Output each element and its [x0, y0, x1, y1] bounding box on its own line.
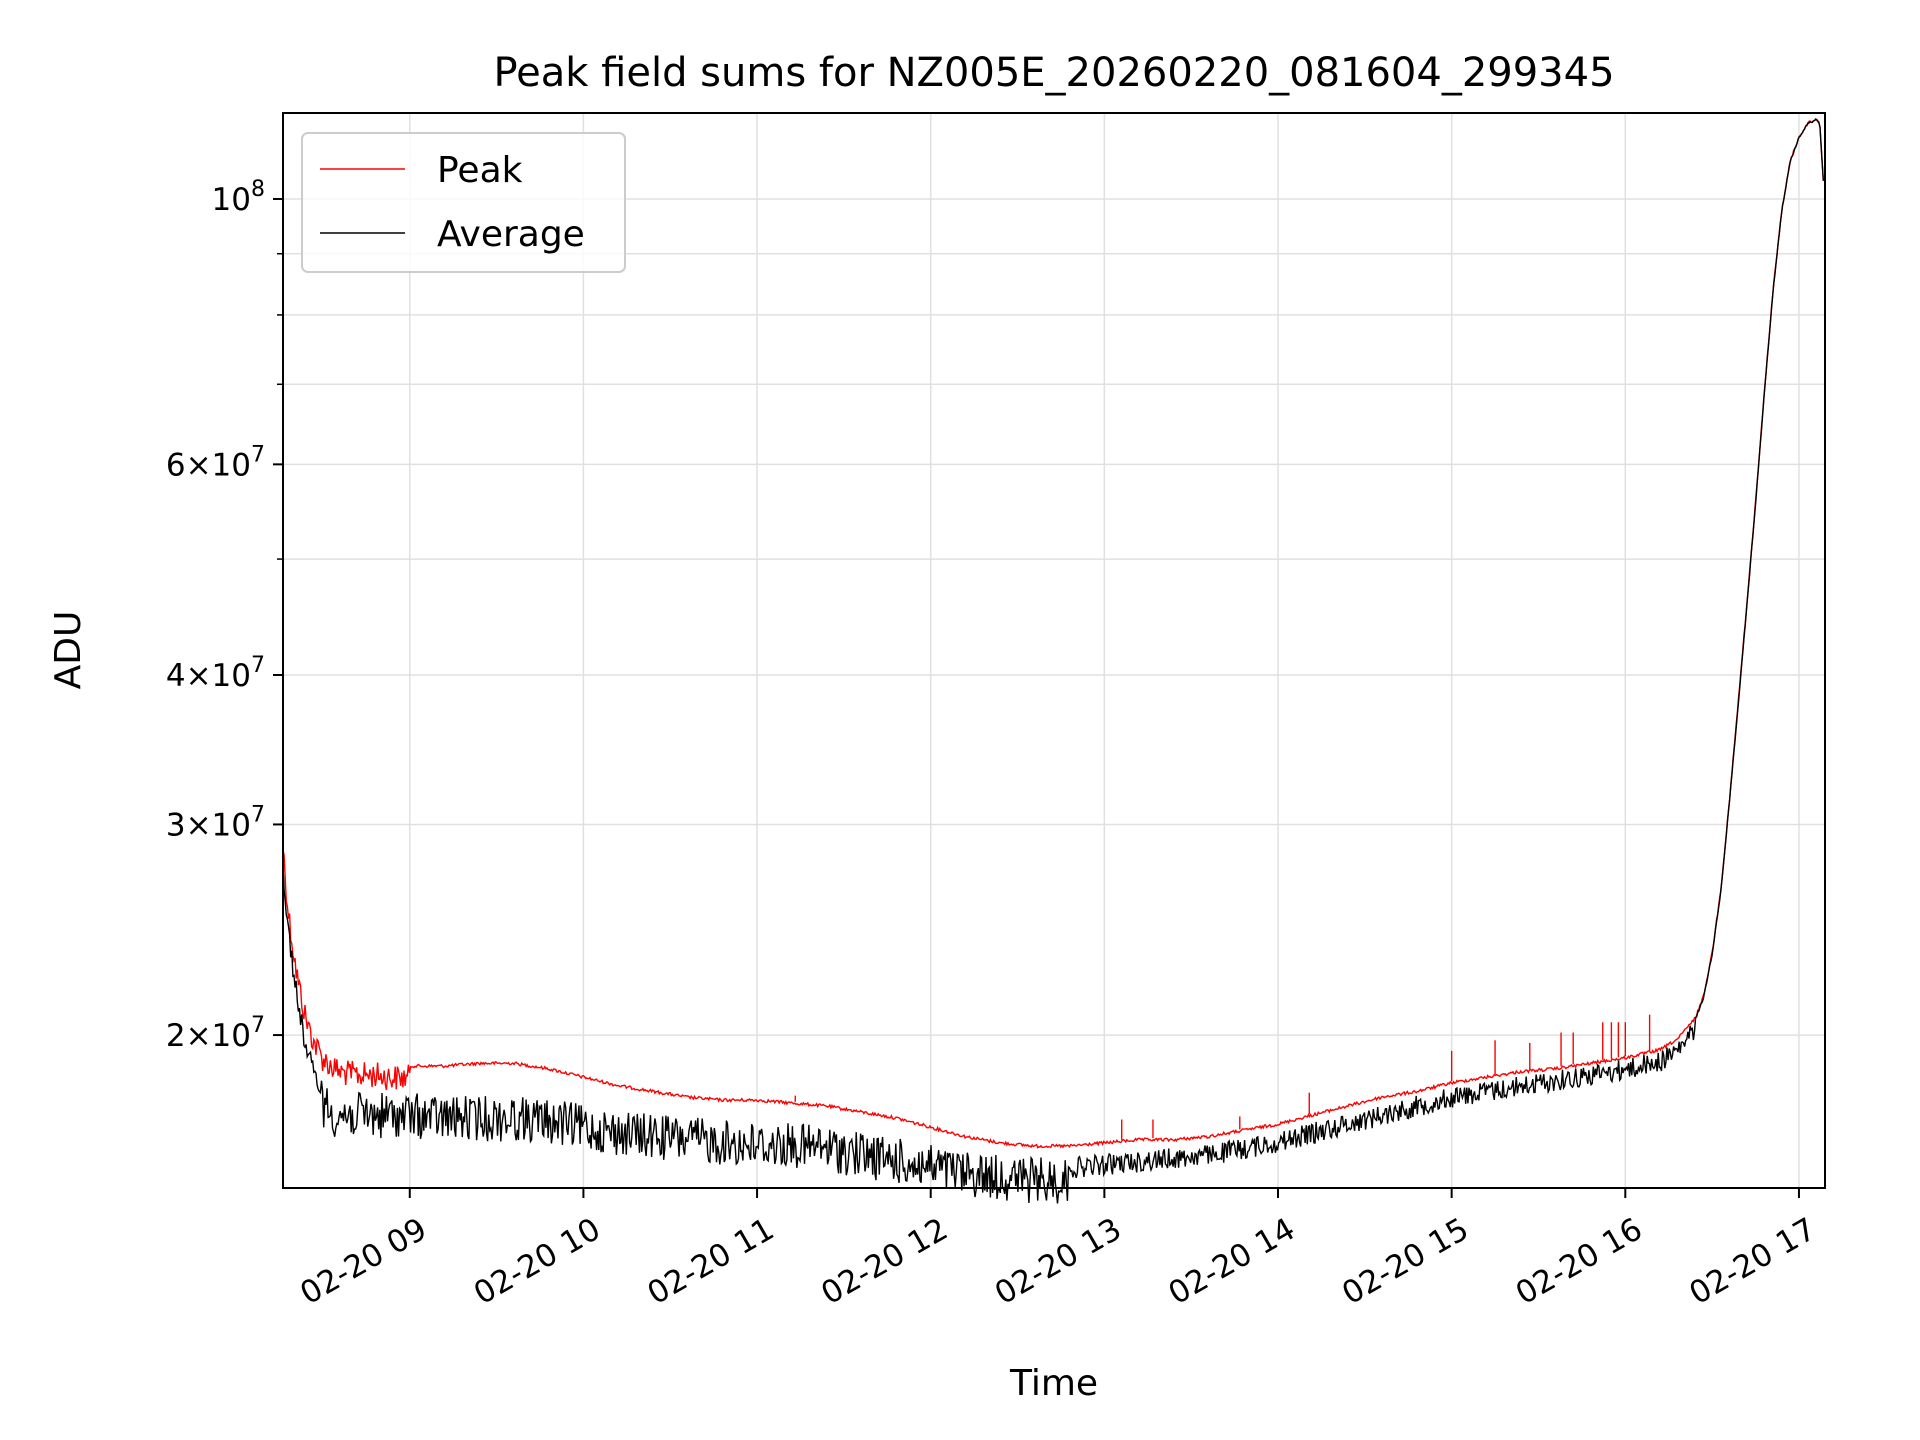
- y-tick-exponent: 7: [251, 802, 265, 827]
- y-tick-times: ×: [186, 1018, 212, 1054]
- plot-frame: [282, 112, 1826, 1189]
- chart-title: Peak field sums for NZ005E_20260220_0816…: [493, 50, 1614, 96]
- y-tick-base: 10: [212, 658, 251, 694]
- series-layer: [282, 118, 1824, 1204]
- legend-label-average: Average: [437, 214, 585, 255]
- y-tick-label: 3×107: [166, 802, 265, 843]
- legend-label-peak: Peak: [437, 150, 523, 191]
- y-tick-label: 108: [212, 177, 265, 218]
- y-tick-base: 10: [212, 447, 251, 483]
- y-tick-base: 10: [212, 1018, 251, 1054]
- series-line-average: [282, 118, 1824, 1204]
- y-tick-base: 10: [212, 182, 251, 218]
- y-tick-exponent: 7: [251, 442, 265, 467]
- y-tick-times: ×: [186, 447, 212, 483]
- y-tick-exponent: 7: [251, 653, 265, 678]
- y-tick-times: ×: [186, 807, 212, 843]
- y-tick-label: 2×107: [166, 1013, 265, 1054]
- y-tick-label: 4×107: [166, 653, 265, 694]
- y-tick-label: 6×107: [166, 442, 265, 483]
- grid-lines: [283, 113, 1825, 1188]
- y-tick-exponent: 8: [251, 177, 265, 202]
- y-tick-times: ×: [186, 658, 212, 694]
- y-axis-label: ADU: [48, 611, 89, 690]
- x-axis-label: Time: [1009, 1363, 1098, 1404]
- y-tick-exponent: 7: [251, 1013, 265, 1038]
- y-tick-base: 10: [212, 807, 251, 843]
- legend: Peak Average: [301, 132, 626, 273]
- y-tick-mantissa: 4: [166, 658, 186, 694]
- y-tick-mantissa: 3: [166, 807, 186, 843]
- y-tick-mantissa: 2: [166, 1018, 186, 1054]
- y-tick-mantissa: 6: [166, 447, 186, 483]
- series-line-peak: [282, 118, 1824, 1149]
- legend-box: [301, 132, 626, 273]
